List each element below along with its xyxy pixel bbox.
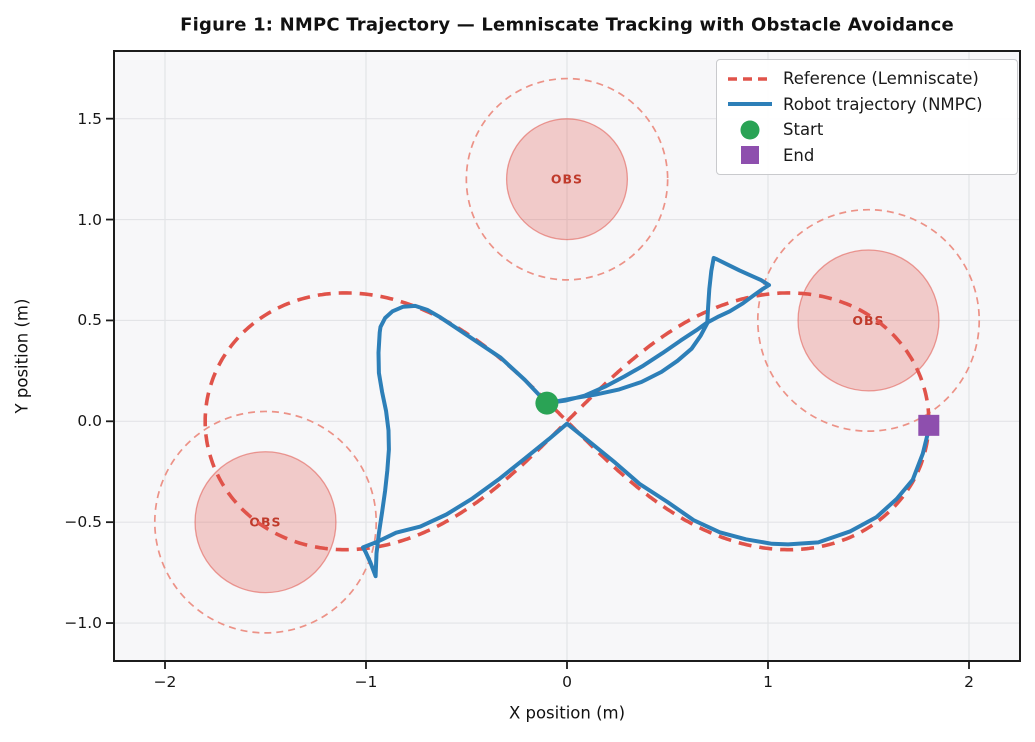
y-tick-label: 0.0 <box>77 412 102 431</box>
legend-marker-dashed-line-icon <box>728 76 772 81</box>
x-axis-label: X position (m) <box>508 703 626 723</box>
x-tick-label: −1 <box>354 673 378 691</box>
obstacle-label: OBS <box>852 313 884 328</box>
start-marker <box>535 391 559 415</box>
obstacle-safety-ring <box>756 208 981 432</box>
legend-marker-line-icon <box>728 102 772 107</box>
obstacle-circle <box>194 451 337 594</box>
y-tick-label: −0.5 <box>64 513 102 532</box>
y-tick-label: 1.0 <box>77 210 102 229</box>
obstacle-circle <box>797 249 940 392</box>
x-tick-label: −2 <box>153 673 177 691</box>
obstacle-safety-ring <box>465 77 669 281</box>
y-tick-label: 1.5 <box>77 109 102 128</box>
x-tick-label: 2 <box>964 673 974 691</box>
y-tick-label: 0.5 <box>77 311 102 330</box>
legend-label: Robot trajectory (NMPC) <box>783 94 983 114</box>
obstacle-safety-ring <box>153 410 378 634</box>
x-tick-label: 1 <box>763 673 773 691</box>
legend-row: Robot trajectory (NMPC) <box>725 92 1007 118</box>
end-marker <box>918 414 940 436</box>
x-tick-label: 0 <box>562 673 572 691</box>
obstacle-label: OBS <box>249 515 281 530</box>
legend-label: End <box>783 145 815 165</box>
legend-row: Reference (Lemniscate) <box>725 66 1007 92</box>
legend: Reference (Lemniscate) Robot trajectory (… <box>716 59 1018 175</box>
legend-label: Reference (Lemniscate) <box>783 69 979 89</box>
obstacle-label: OBS <box>551 172 583 187</box>
legend-circle-icon <box>740 120 760 140</box>
reference-path <box>203 291 931 552</box>
legend-marker-circle-icon <box>740 120 760 140</box>
legend-label: Start <box>783 120 824 140</box>
legend-row: End <box>725 143 1007 169</box>
legend-square-icon <box>741 146 759 165</box>
legend-marker-square-icon <box>741 146 759 165</box>
robot-path <box>361 255 931 579</box>
y-tick-label: −1.0 <box>64 614 102 633</box>
figure-title: Figure 1: NMPC Trajectory — Lemniscate T… <box>180 14 954 36</box>
legend-row: Start <box>725 117 1007 143</box>
y-axis-label: Y position (m) <box>12 298 32 414</box>
obstacle-circle <box>505 118 629 241</box>
